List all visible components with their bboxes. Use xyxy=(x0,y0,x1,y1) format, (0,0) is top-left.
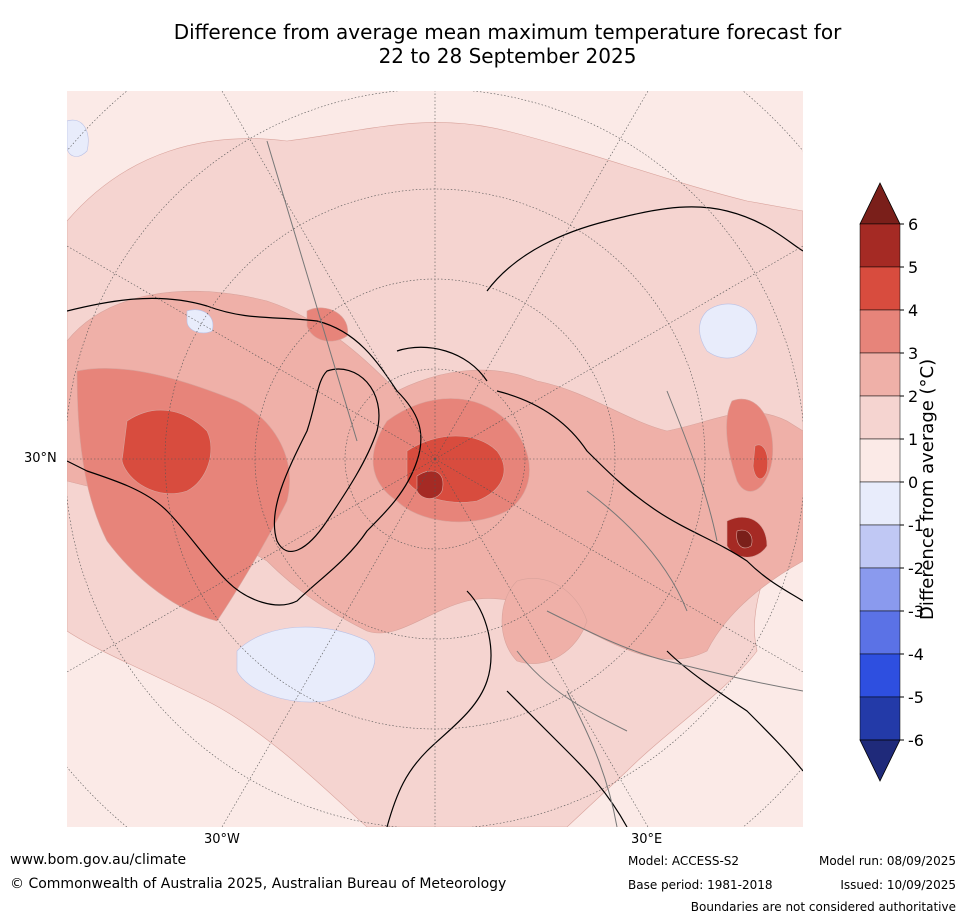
lon-label-30e: 30°E xyxy=(631,832,663,847)
lat-label-30n: 30°N xyxy=(24,451,57,466)
colorbar-tick-label-11: -5 xyxy=(908,688,924,707)
colorbar-tick-label-2: 4 xyxy=(908,301,918,320)
colorbar: 6 5 4 3 2 1 0 -1 -2 -3 -4 -5 -6 xyxy=(859,182,924,782)
footer-model: Model: ACCESS-S2 xyxy=(628,854,740,868)
colorbar-bin-10 xyxy=(859,653,901,698)
country-borders xyxy=(266,140,803,827)
footer-model-run: Model run: 08/09/2025 xyxy=(818,854,956,868)
colorbar-bin-7 xyxy=(859,524,901,569)
footer-boundaries: Boundaries are not considered authoritat… xyxy=(690,900,956,914)
colorbar-tick-label-10: -4 xyxy=(908,645,924,664)
footer-base-period: Base period: 1981-2018 xyxy=(628,878,773,892)
colorbar-tick-label-0: 6 xyxy=(908,215,918,234)
colorbar-bin-4 xyxy=(859,395,901,440)
colorbar-bin-2 xyxy=(859,309,901,354)
colorbar-tick-label-7: -1 xyxy=(908,516,924,535)
title-line-2: 22 to 28 September 2025 xyxy=(378,44,637,68)
colorbar-tick-label-9: -3 xyxy=(908,602,924,621)
colorbar-title: Difference from average (°C) xyxy=(917,358,938,620)
colorbar-tick-label-6: 0 xyxy=(908,473,918,492)
colorbar-tick-label-1: 5 xyxy=(908,258,918,277)
colorbar-bin-11 xyxy=(859,696,901,741)
colorbar-tick-label-5: 1 xyxy=(908,430,918,449)
footer-copyright: © Commonwealth of Australia 2025, Austra… xyxy=(10,876,507,892)
coastlines xyxy=(67,206,803,827)
colorbar-bin-0 xyxy=(859,223,901,268)
footer-issued: Issued: 10/09/2025 xyxy=(840,878,956,892)
title-line-1: Difference from average mean maximum tem… xyxy=(173,20,842,44)
footer-site[interactable]: www.bom.gov.au/climate xyxy=(10,852,187,868)
colorbar-tick-label-8: -2 xyxy=(908,559,924,578)
colorbar-bin-9 xyxy=(859,610,901,655)
colorbar-over-arrow xyxy=(859,182,901,225)
temperature-anomaly-map xyxy=(67,91,803,827)
colorbar-bin-3 xyxy=(859,352,901,397)
colorbar-bin-5 xyxy=(859,438,901,483)
lon-label-30w: 30°W xyxy=(204,832,240,847)
colorbar-tick-label-4: 2 xyxy=(908,387,918,406)
cool-patches xyxy=(67,119,758,703)
colorbar-tick-label-12: -6 xyxy=(908,731,924,750)
graticule xyxy=(67,91,803,827)
colorbar-bin-6 xyxy=(859,481,901,526)
colorbar-bin-1 xyxy=(859,266,901,311)
colorbar-under-arrow xyxy=(859,739,901,782)
colorbar-tick-label-3: 3 xyxy=(908,344,918,363)
map-title: Difference from average mean maximum tem… xyxy=(60,20,955,68)
colorbar-bin-8 xyxy=(859,567,901,612)
